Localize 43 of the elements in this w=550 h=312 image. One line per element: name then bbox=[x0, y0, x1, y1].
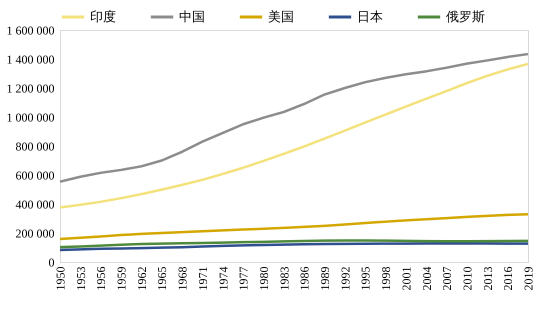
legend-label: 日本 bbox=[357, 9, 383, 24]
x-tick-label: 1986 bbox=[298, 266, 312, 290]
x-tick-label: 1983 bbox=[277, 266, 292, 290]
x-tick-label: 1962 bbox=[134, 266, 149, 290]
x-tick-label: 1974 bbox=[216, 266, 230, 290]
y-tick-label: 1 600 000 bbox=[6, 24, 54, 38]
x-tick-label: 1965 bbox=[155, 266, 170, 290]
y-tick-label: 0 bbox=[48, 256, 54, 270]
x-tick-label: 1968 bbox=[176, 266, 190, 290]
x-tick-label: 1980 bbox=[256, 266, 271, 290]
line-series bbox=[58, 242, 530, 252]
y-tick-label: 600 000 bbox=[16, 168, 54, 182]
y-tick-label: 200 000 bbox=[16, 226, 54, 240]
x-tick-label: 2007 bbox=[440, 266, 454, 290]
x-tick-label: 1995 bbox=[358, 266, 373, 290]
x-tick-label: 1950 bbox=[54, 266, 68, 290]
x-tick-label: 2001 bbox=[399, 266, 414, 290]
line-series bbox=[58, 52, 530, 183]
line-series bbox=[58, 213, 530, 240]
x-tick-label: 1977 bbox=[236, 266, 251, 290]
x-tick-label: 1998 bbox=[379, 266, 394, 290]
y-tick-label: 1 200 000 bbox=[6, 82, 54, 96]
x-tick-label: 2019 bbox=[522, 266, 536, 290]
x-tick-label: 2004 bbox=[420, 266, 434, 290]
line-series bbox=[58, 239, 530, 248]
legend-label: 中国 bbox=[179, 9, 205, 24]
y-tick-label: 800 000 bbox=[16, 140, 54, 154]
line-series bbox=[58, 62, 530, 209]
y-tick-label: 1 400 000 bbox=[6, 52, 54, 66]
x-tick-label: 2013 bbox=[480, 266, 495, 290]
legend-label: 俄罗斯 bbox=[446, 9, 485, 24]
x-tick-label: 1992 bbox=[338, 266, 352, 290]
x-tick-label: 1971 bbox=[196, 266, 210, 290]
x-tick-label: 1953 bbox=[74, 266, 88, 290]
x-tick-label: 1956 bbox=[94, 266, 108, 290]
y-tick-label: 400 000 bbox=[16, 198, 54, 212]
legend-label: 美国 bbox=[268, 9, 294, 24]
x-tick-label: 1989 bbox=[318, 266, 332, 290]
x-tick-label: 2010 bbox=[460, 266, 474, 290]
legend-label: 印度 bbox=[90, 9, 116, 24]
x-tick-label: 1959 bbox=[114, 266, 129, 290]
y-tick-label: 1 000 000 bbox=[6, 110, 54, 124]
x-tick-label: 2016 bbox=[501, 266, 516, 290]
